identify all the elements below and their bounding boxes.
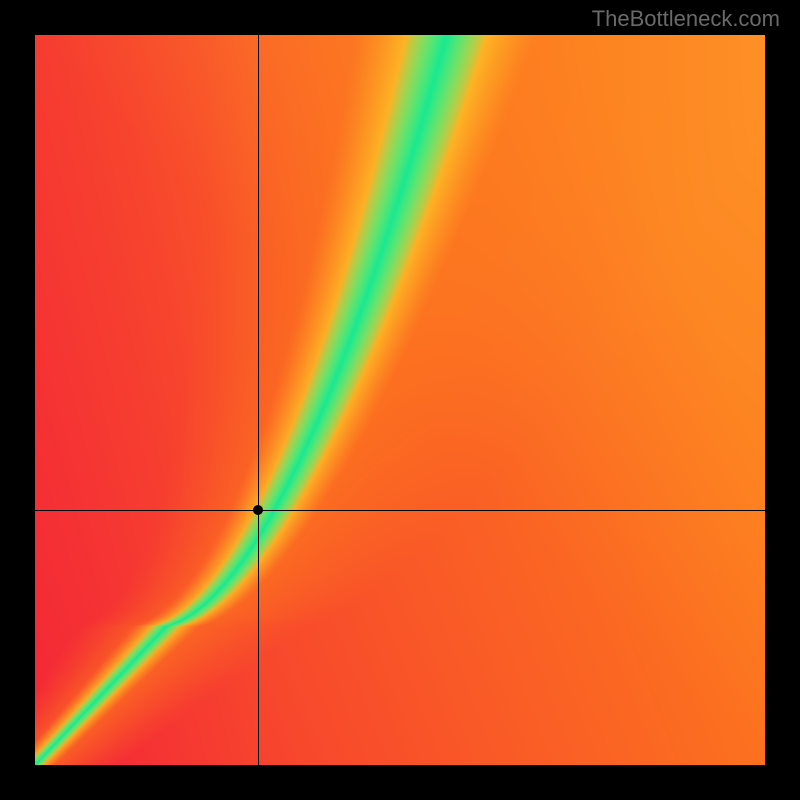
crosshair-horizontal	[35, 510, 765, 511]
heatmap-canvas	[35, 35, 765, 765]
watermark-text: TheBottleneck.com	[592, 6, 780, 32]
crosshair-marker	[253, 505, 263, 515]
plot-area	[35, 35, 765, 765]
crosshair-vertical	[258, 35, 259, 765]
chart-container: TheBottleneck.com	[0, 0, 800, 800]
